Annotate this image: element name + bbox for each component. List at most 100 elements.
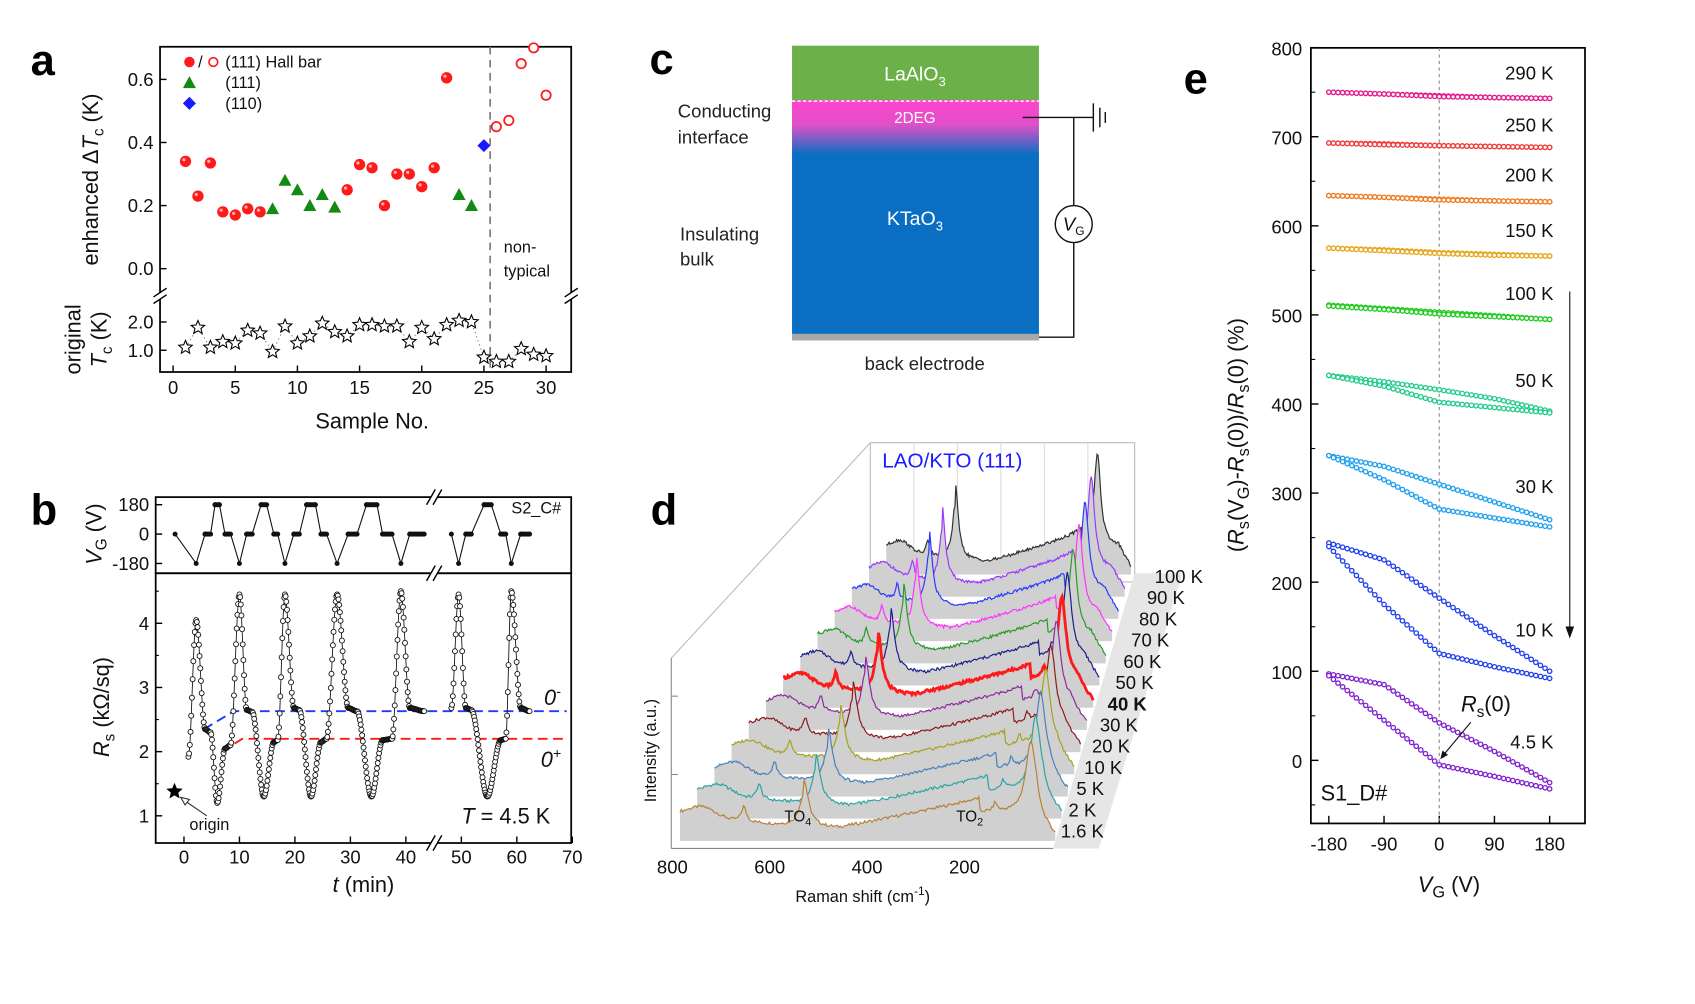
point-highlight <box>182 158 186 162</box>
legend-label-111: (111) <box>225 74 261 92</box>
break-line <box>425 835 436 851</box>
legend-triangle-icon <box>182 76 196 89</box>
spectra <box>679 453 1132 841</box>
x-tick-label: 0 <box>1434 834 1444 855</box>
rs-point <box>265 766 272 773</box>
temperature-label: 290 K <box>1505 62 1554 83</box>
vg-axis-label: VG (V) <box>81 503 110 564</box>
data-point-hall-bar <box>366 162 378 174</box>
point-highlight <box>418 183 422 187</box>
rs-point <box>449 693 456 700</box>
panel-label-e: e <box>1184 56 1208 104</box>
rs-point <box>200 711 206 718</box>
x-tick-label: 60 <box>507 847 528 868</box>
legend-open-circle-icon <box>208 56 219 68</box>
curve-point <box>1454 487 1461 493</box>
rs-point <box>189 676 196 683</box>
data-point-original-tc <box>525 346 542 362</box>
point-highlight <box>393 170 397 175</box>
rs-point <box>339 648 346 655</box>
curve-point <box>1528 656 1535 663</box>
break-gap <box>564 292 578 300</box>
curve-point <box>1487 313 1493 320</box>
curve-point <box>1339 140 1346 147</box>
curve-point <box>1464 767 1470 774</box>
curve-point <box>1482 197 1489 204</box>
rs-point <box>218 769 225 775</box>
zero-plus-label: 0+ <box>541 745 561 772</box>
temperature-label: 20 K <box>1092 736 1131 757</box>
curve-point <box>1542 777 1548 783</box>
rs-point <box>210 754 217 761</box>
curve-point <box>1505 398 1512 405</box>
curve-point <box>1523 144 1530 150</box>
curve-point <box>1477 770 1484 777</box>
x-tick-label: 200 <box>949 856 980 877</box>
data-point-hall-bar <box>204 157 217 169</box>
curve-point <box>1546 410 1553 416</box>
rs-point <box>239 626 246 633</box>
data-point-original-tc <box>339 327 356 344</box>
curve-point <box>1519 402 1525 408</box>
curve-point <box>1404 92 1410 98</box>
vg-point <box>172 531 178 537</box>
curve-point <box>1514 401 1521 407</box>
curve-point <box>1399 486 1406 493</box>
curve-point <box>1436 506 1443 512</box>
rs0-arrow <box>1443 721 1472 756</box>
curve-point <box>1413 743 1420 750</box>
time-axis-label: t (min) <box>333 872 395 897</box>
y-tick-label: 0.2 <box>128 195 154 216</box>
curve-point <box>1335 542 1341 549</box>
panel-label-b: b <box>31 486 58 534</box>
curve-point <box>1349 691 1355 698</box>
rs-point <box>504 712 511 719</box>
curve-point <box>1496 252 1502 259</box>
curve-point <box>1413 142 1420 149</box>
curve-point <box>1330 454 1337 461</box>
curve-point <box>1482 94 1489 101</box>
data-point-original-tc <box>475 348 492 365</box>
curve-point <box>1335 303 1341 310</box>
curve-point <box>1445 724 1452 731</box>
curve-point <box>1473 493 1479 499</box>
curve-point <box>1353 464 1360 471</box>
rs-point <box>391 715 397 722</box>
curve-point <box>1344 687 1351 694</box>
curve-point <box>1523 198 1530 205</box>
rs-point <box>267 754 274 761</box>
curve-point <box>1326 372 1332 379</box>
rs-point <box>233 641 239 648</box>
curve-point <box>1436 595 1443 602</box>
panel-b-chart: S2_C# VG (V) Rs (kΩ/sq) t (min) T = 4.5 … <box>81 489 583 897</box>
curve-point <box>1427 385 1433 392</box>
curve-point <box>1546 144 1553 151</box>
curve-point <box>1496 314 1502 320</box>
curve-point <box>1408 249 1415 255</box>
curve-point <box>1533 144 1539 151</box>
curve-point <box>1441 311 1447 318</box>
curve-point <box>1450 485 1456 492</box>
origin-label: origin <box>189 816 229 834</box>
temperature-label: 4.5 K <box>1510 731 1554 752</box>
curve-point <box>1473 251 1479 258</box>
vg-point <box>503 531 509 537</box>
rs-point <box>257 775 264 782</box>
rs-point <box>310 782 317 789</box>
point-highlight <box>368 164 373 168</box>
curve-point <box>1362 90 1369 97</box>
vg-point <box>354 531 360 537</box>
temperature-label: 5 K <box>1076 778 1104 799</box>
curve-point <box>1445 484 1452 490</box>
curve-point <box>1353 548 1360 555</box>
curve-point <box>1390 466 1397 473</box>
curve-point <box>1514 144 1521 150</box>
curve-point <box>1399 248 1406 255</box>
x-tick-label: 20 <box>285 847 306 868</box>
curve-point <box>1330 245 1337 252</box>
curve-point <box>1349 193 1355 200</box>
curve-point <box>1482 513 1489 520</box>
curve-point <box>1505 198 1512 204</box>
curve-point <box>1390 380 1397 386</box>
